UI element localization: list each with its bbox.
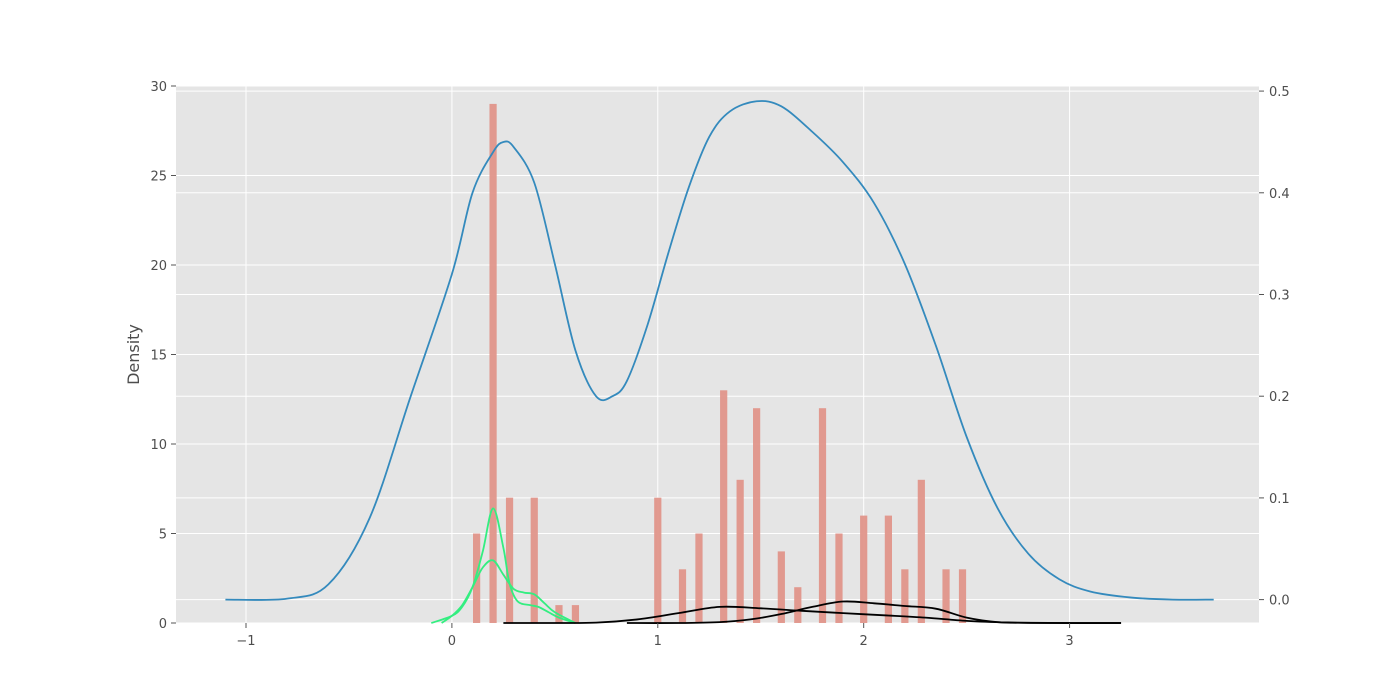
histogram-bar xyxy=(942,569,950,623)
y-axis-label: Density xyxy=(124,324,143,385)
x-tick-label: 2 xyxy=(860,634,868,649)
histogram-bar xyxy=(736,479,744,623)
histogram-bar xyxy=(489,103,497,623)
histogram-bar xyxy=(678,569,687,623)
kde-line-5 xyxy=(626,600,1122,624)
axis-ticks xyxy=(171,85,1264,628)
y-left-tick-label: 0 xyxy=(159,617,167,632)
y-right-tick-label: 0.2 xyxy=(1269,390,1290,405)
kde-line-2 xyxy=(431,507,576,624)
histogram-bar xyxy=(860,515,868,623)
histogram-bar xyxy=(530,497,538,623)
histogram-bars xyxy=(473,103,967,623)
y-left-tick-label: 25 xyxy=(150,170,167,185)
y-right-tick-label: 0.4 xyxy=(1269,187,1290,202)
y-left-tick-label: 10 xyxy=(150,438,167,453)
kde-line-3 xyxy=(441,559,576,624)
histogram-bar xyxy=(818,408,827,623)
histogram-bar xyxy=(505,497,514,623)
y-left-tick-label: 5 xyxy=(159,528,167,543)
grid-lines xyxy=(176,85,1259,624)
y-left-tick-label: 15 xyxy=(150,349,167,364)
x-tick-label: −1 xyxy=(236,634,255,649)
histogram-bar xyxy=(917,479,925,623)
histogram-bar xyxy=(695,533,703,623)
y-right-tick-label: 0.3 xyxy=(1269,288,1290,303)
y-right-tick-label: 0.0 xyxy=(1269,594,1290,609)
x-tick-label: 3 xyxy=(1065,634,1073,649)
histogram-bar xyxy=(753,408,761,623)
y-left-tick-label: 20 xyxy=(150,259,167,274)
y-left-tick-label: 30 xyxy=(150,80,167,95)
histogram-bar xyxy=(901,569,909,623)
y-left-tick-labels: 0 5 10 15 20 25 30 xyxy=(150,80,167,632)
kde-lines xyxy=(225,100,1214,624)
kde-line-1 xyxy=(225,100,1214,601)
histogram-bar xyxy=(835,533,843,623)
histogram-bar xyxy=(720,390,728,623)
histogram-bar xyxy=(777,551,785,623)
x-tick-labels: −1 0 1 2 3 xyxy=(236,634,1073,649)
histogram-bar xyxy=(654,497,662,623)
y-right-tick-label: 0.5 xyxy=(1269,85,1290,100)
x-tick-label: 0 xyxy=(448,634,456,649)
y-right-tick-labels: 0.0 0.1 0.2 0.3 0.4 0.5 xyxy=(1269,85,1290,609)
histogram-bar xyxy=(794,587,802,623)
y-right-tick-label: 0.1 xyxy=(1269,492,1290,507)
x-tick-label: 1 xyxy=(654,634,662,649)
histogram-bar xyxy=(958,569,967,623)
histogram-bar xyxy=(884,515,892,623)
histogram-bar xyxy=(571,605,580,623)
